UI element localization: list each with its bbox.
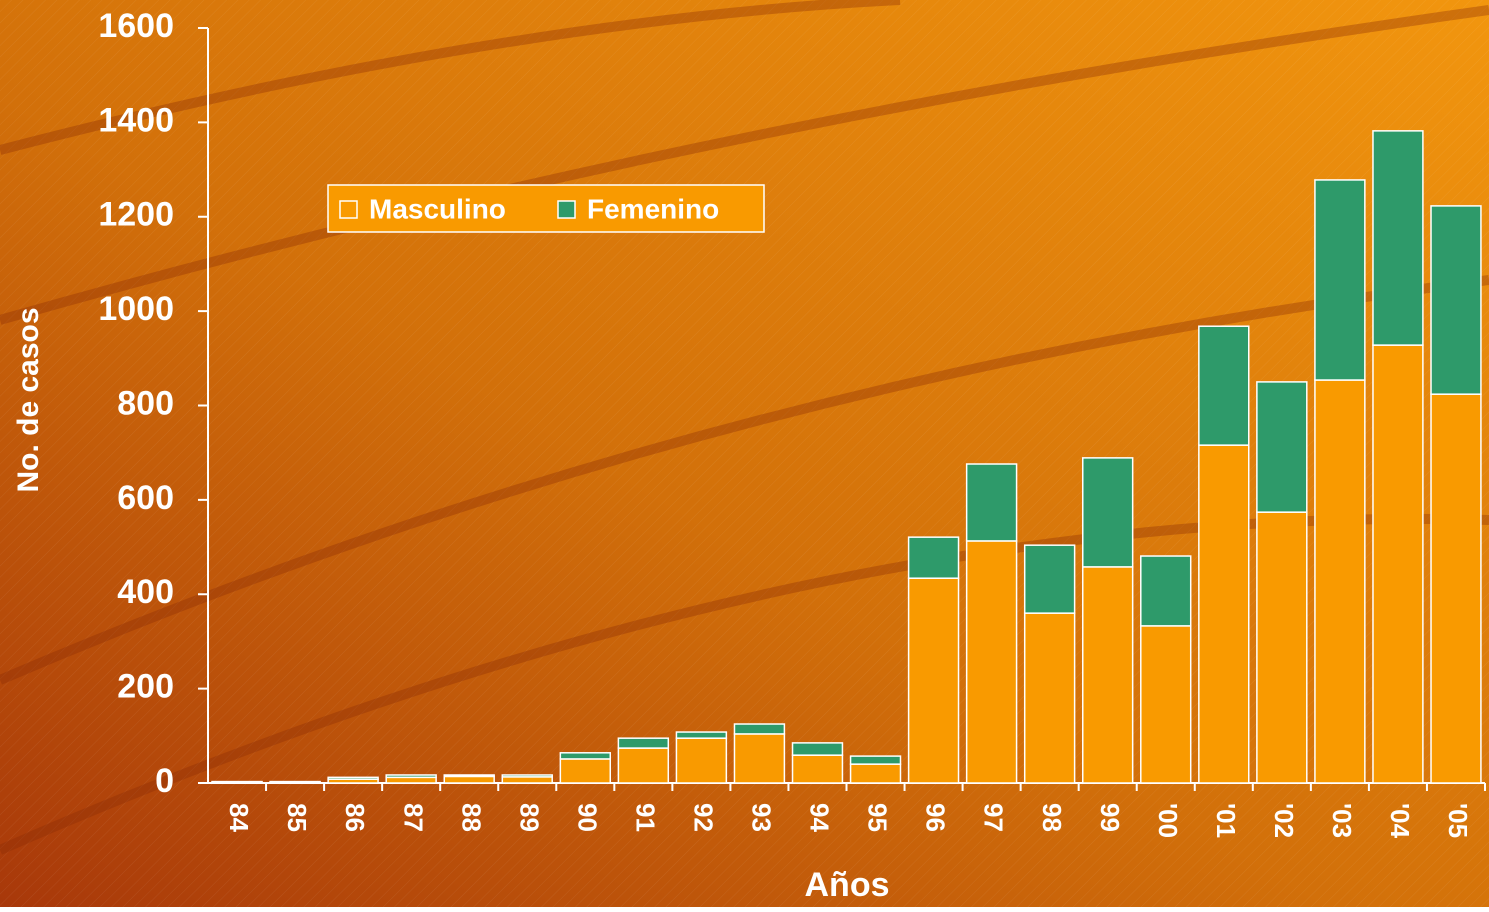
bar-segment [560, 753, 610, 759]
x-tick-label: 89 [514, 803, 544, 832]
y-axis-label: No. de casos [12, 307, 45, 492]
x-tick-label: 92 [689, 803, 719, 832]
y-tick-label: 200 [117, 668, 174, 706]
bar-segment [444, 776, 494, 783]
bar-segment [1199, 445, 1249, 783]
bar-segment [1257, 512, 1307, 783]
x-tick-label: 93 [747, 803, 777, 832]
bar-segment [793, 743, 843, 755]
x-tick-label: '02 [1269, 803, 1299, 838]
x-tick-label: 90 [572, 803, 602, 832]
x-tick-label: 88 [456, 803, 486, 832]
x-tick-label: 98 [1037, 803, 1067, 832]
bar-segment [676, 732, 726, 738]
x-tick-label: '01 [1211, 803, 1241, 838]
y-tick-label: 1200 [98, 196, 174, 234]
x-tick-label: 86 [340, 803, 370, 832]
x-tick-label: '03 [1327, 803, 1357, 838]
bar-segment [386, 775, 436, 777]
bar-segment [793, 755, 843, 783]
legend-label: Femenino [587, 193, 719, 224]
y-tick-label: 0 [155, 762, 174, 800]
bar-segment [967, 541, 1017, 783]
bar-segment [734, 734, 784, 783]
x-tick-label: '04 [1385, 803, 1415, 839]
bar-segment [851, 764, 901, 783]
bar-segment [1257, 382, 1307, 512]
bar-segment [851, 756, 901, 764]
x-tick-label: 85 [282, 803, 312, 832]
x-tick-label: 96 [921, 803, 951, 832]
bar-segment [1315, 380, 1365, 783]
x-tick-label: 95 [863, 803, 893, 832]
y-tick-label: 1400 [98, 101, 174, 139]
bar-segment [1199, 326, 1249, 445]
x-axis-label: Años [805, 866, 890, 904]
chart: Años No. de casos 0 200 400 600 800 1000 1200 1… [0, 0, 1489, 907]
bar-segment [1315, 180, 1365, 380]
bar-segment [1431, 206, 1481, 394]
y-tick-label: 600 [117, 479, 174, 517]
bar-segment [1373, 345, 1423, 783]
y-tick-label: 1600 [98, 7, 174, 45]
bar-segment [618, 738, 668, 748]
bar-segment [1083, 458, 1133, 567]
bar-segment [502, 775, 552, 777]
x-tick-label: 87 [398, 803, 428, 832]
x-tick-label: 99 [1095, 803, 1125, 832]
bar-segment [1025, 545, 1075, 613]
bar-segment [1083, 567, 1133, 783]
y-tick-label: 400 [117, 573, 174, 611]
bar-segment [1025, 613, 1075, 783]
bar-segment [1141, 626, 1191, 783]
bar-segment [909, 537, 959, 578]
bar-segment [734, 724, 784, 734]
x-tick-label: 97 [979, 803, 1009, 832]
bar-segment [1141, 556, 1191, 626]
x-tick-label: 94 [805, 803, 835, 832]
legend-label: Masculino [369, 193, 506, 224]
bar-segment [560, 759, 610, 783]
bar-segment [444, 775, 494, 776]
bar-segment [618, 748, 668, 783]
bar-segment [967, 464, 1017, 541]
bar-segment [1431, 394, 1481, 783]
x-tick-label: 84 [224, 803, 254, 832]
bar-segment [328, 777, 378, 779]
bar-segment [676, 738, 726, 783]
x-tick-label: '00 [1153, 803, 1183, 838]
bar-segment [502, 777, 552, 783]
legend-swatch [558, 201, 575, 218]
bar-segment [1373, 131, 1423, 345]
y-tick-label: 1000 [98, 290, 174, 328]
y-tick-label: 800 [117, 384, 174, 422]
x-tick-label: '05 [1443, 803, 1473, 838]
bar-segment [909, 578, 959, 783]
bar-segment [386, 777, 436, 783]
x-tick-label: 91 [630, 803, 660, 832]
